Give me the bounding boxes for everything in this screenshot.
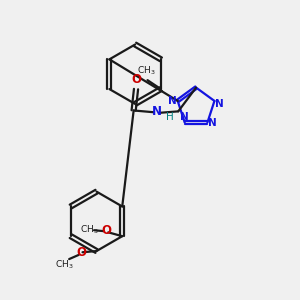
Text: N: N — [214, 100, 223, 110]
Text: CH$_3$: CH$_3$ — [137, 64, 155, 76]
Text: O: O — [102, 224, 112, 237]
Text: N: N — [180, 112, 189, 122]
Text: O: O — [131, 73, 141, 85]
Text: CH$_3$: CH$_3$ — [56, 259, 74, 271]
Text: O: O — [76, 246, 86, 259]
Text: CH$_3$: CH$_3$ — [80, 224, 98, 236]
Text: N: N — [208, 118, 217, 128]
Text: N: N — [168, 96, 177, 106]
Text: N: N — [152, 105, 162, 118]
Text: H: H — [166, 112, 174, 122]
